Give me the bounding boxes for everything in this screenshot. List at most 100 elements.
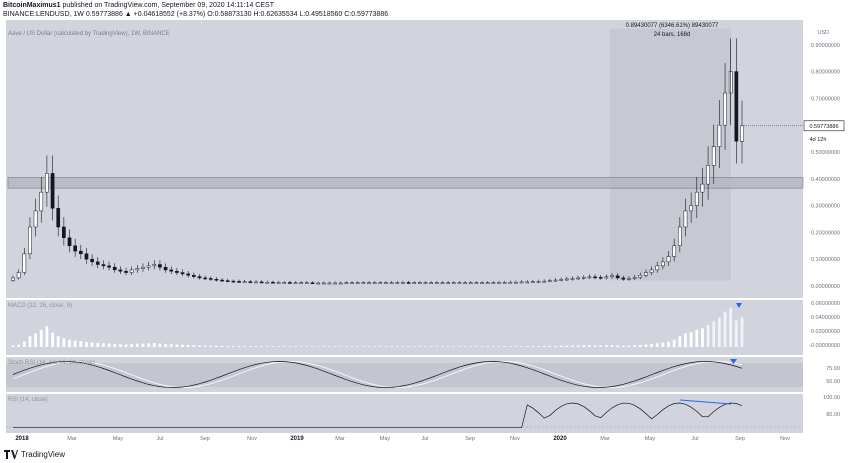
macd-bar <box>147 343 151 347</box>
candle <box>197 276 202 279</box>
candle <box>711 146 716 166</box>
macd-bar <box>73 340 77 347</box>
macd-bar <box>113 344 117 347</box>
macd-bar <box>633 345 637 347</box>
candle <box>514 281 518 284</box>
macd-bar <box>644 344 648 347</box>
candle <box>418 282 422 284</box>
candle <box>423 282 428 284</box>
macd-bar <box>610 345 614 347</box>
candle <box>11 277 15 281</box>
candle <box>107 265 111 268</box>
macd-bar <box>429 346 433 347</box>
x-tick-label: 2019 <box>290 436 304 442</box>
candle <box>90 258 94 263</box>
resistance-zone <box>7 177 804 189</box>
macd-bar <box>424 346 427 347</box>
candle <box>62 226 66 238</box>
candle <box>615 275 620 279</box>
candle <box>677 226 682 247</box>
candle <box>259 281 264 284</box>
macd-bar <box>328 346 331 347</box>
candle <box>406 282 411 284</box>
macd-bar <box>339 346 343 347</box>
x-tick-label: 2020 <box>553 436 567 442</box>
candle <box>22 253 27 273</box>
macd-bar <box>361 346 365 347</box>
macd-bar <box>39 329 43 347</box>
last-price-tag <box>803 120 845 132</box>
candle <box>124 270 128 273</box>
candle <box>536 281 541 283</box>
macd-bar <box>62 338 66 347</box>
candle <box>649 269 654 273</box>
y-tick-label: 0.80000000 <box>811 70 840 76</box>
macd-bar <box>571 345 574 347</box>
candle <box>186 273 191 276</box>
candle <box>361 282 366 284</box>
macd-bar <box>525 346 529 347</box>
chart-pane-bg <box>6 394 803 433</box>
candle <box>333 282 337 285</box>
candle <box>254 281 258 284</box>
candle <box>16 272 21 279</box>
candle <box>112 266 117 271</box>
candle <box>152 264 157 267</box>
macd-bar <box>729 307 733 347</box>
x-tick-label: Sep <box>200 436 210 442</box>
macd-bar <box>68 339 71 347</box>
macd-bar <box>520 346 524 347</box>
macd-bar <box>531 346 535 347</box>
candle <box>480 282 484 284</box>
candle <box>305 282 309 284</box>
macd-bar <box>271 346 275 347</box>
stoch-arrow-icon <box>730 359 737 364</box>
rsi-tick-label: 100.00 <box>823 395 840 401</box>
macd-bar <box>537 346 540 347</box>
macd-bar <box>367 346 371 347</box>
candle <box>56 207 61 228</box>
trading-chart[interactable]: 0.900000000.800000000.700000000.60000000… <box>0 20 850 463</box>
macd-bar <box>231 346 235 347</box>
tradingview-logo-icon <box>4 450 18 459</box>
candle <box>666 256 671 263</box>
symbol-ohlc-line: BINANCE:LENDUSD, 1W 0.59773886 ▲ +0.0461… <box>3 11 389 18</box>
candle <box>129 269 134 273</box>
macd-bar <box>51 332 54 347</box>
candle <box>451 282 456 284</box>
macd-bar <box>175 344 179 347</box>
candle <box>542 280 547 283</box>
author-name[interactable]: BitcoinMaximus1 <box>3 2 61 9</box>
macd-bar <box>152 343 156 347</box>
candle <box>321 282 326 285</box>
macd-bar <box>701 328 704 347</box>
macd-bar <box>34 333 38 347</box>
candle <box>225 280 230 282</box>
macd-bar <box>102 343 105 347</box>
macd-bar <box>181 344 184 347</box>
candle <box>118 269 123 272</box>
candle <box>169 269 174 272</box>
candle <box>740 125 744 142</box>
macd-bar <box>497 346 501 347</box>
candle <box>548 280 552 282</box>
macd-bar <box>655 343 659 347</box>
candle <box>50 173 55 209</box>
macd-bar <box>588 345 591 347</box>
candle <box>446 282 450 284</box>
candle <box>429 282 434 284</box>
macd-bar <box>554 345 557 347</box>
x-tick-label: Nov <box>780 436 790 442</box>
macd-bar <box>435 346 439 347</box>
y-axis-currency-label: USD <box>817 30 829 36</box>
candle <box>163 266 168 271</box>
macd-bar <box>621 345 625 347</box>
candle <box>141 266 145 269</box>
x-tick-label: Sep <box>735 436 745 442</box>
footer-brand[interactable]: TradingView <box>4 450 65 459</box>
macd-bar <box>56 336 60 347</box>
macd-bar <box>350 346 354 347</box>
candle <box>661 261 665 267</box>
macd-bar <box>260 346 264 347</box>
candle <box>525 281 530 284</box>
